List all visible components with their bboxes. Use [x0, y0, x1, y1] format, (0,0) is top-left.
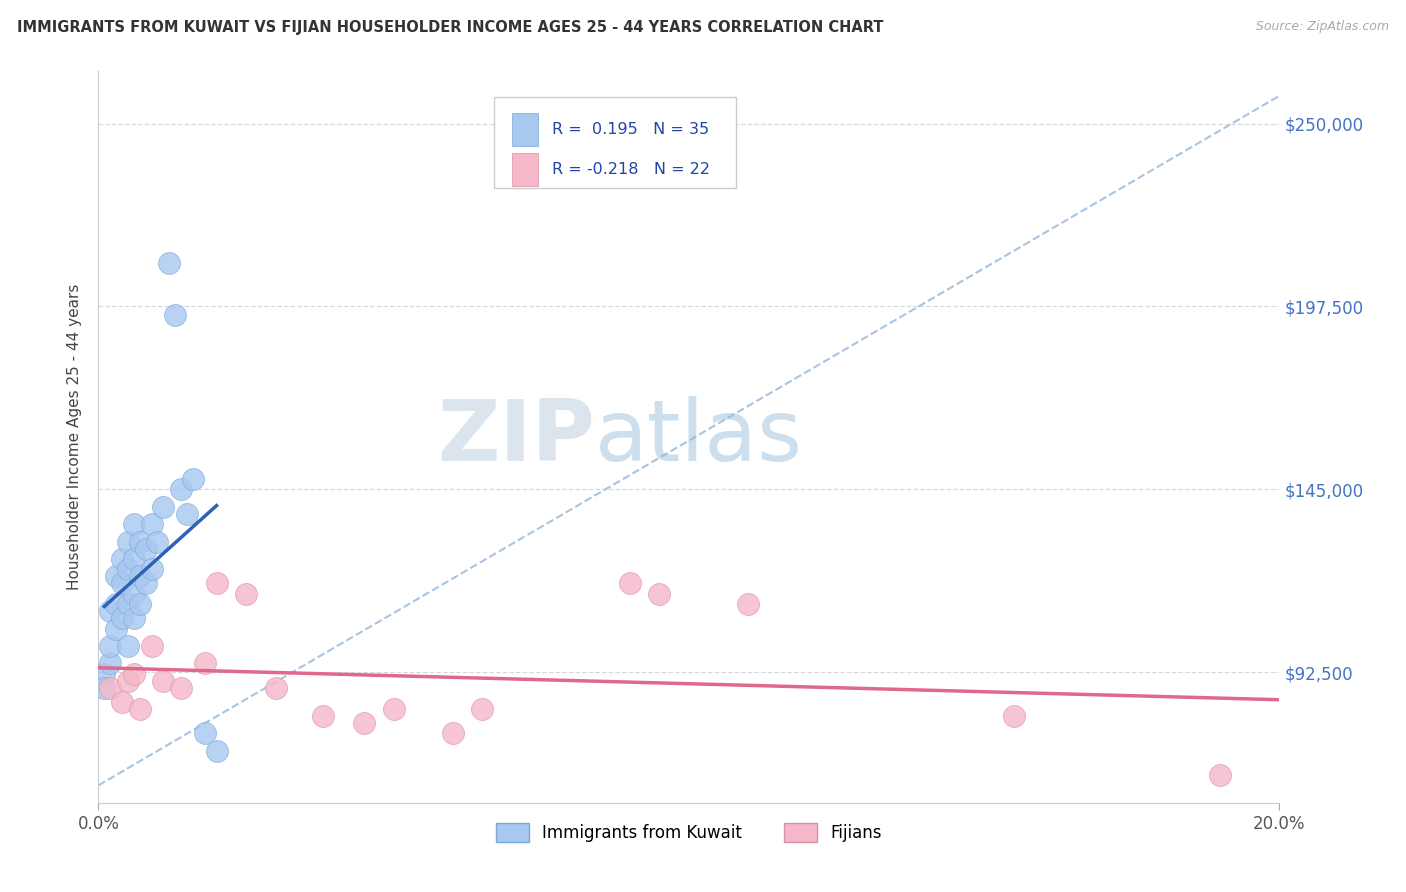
- Point: [141, 517, 163, 532]
- Bar: [512, 112, 537, 145]
- Point: [98, 657, 121, 671]
- Point: [111, 576, 134, 591]
- Point: [441, 726, 464, 740]
- Text: IMMIGRANTS FROM KUWAIT VS FIJIAN HOUSEHOLDER INCOME AGES 25 - 44 YEARS CORRELATI: IMMIGRANTS FROM KUWAIT VS FIJIAN HOUSEHO…: [17, 20, 883, 35]
- Y-axis label: Householder Income Ages 25 - 44 years: Householder Income Ages 25 - 44 years: [67, 284, 83, 591]
- Point: [648, 587, 671, 601]
- Bar: [512, 153, 537, 186]
- Point: [117, 534, 139, 549]
- Point: [128, 569, 150, 583]
- Point: [737, 597, 759, 611]
- Text: ZIP: ZIP: [437, 395, 595, 479]
- Point: [128, 597, 150, 611]
- Point: [1002, 708, 1025, 723]
- Text: atlas: atlas: [595, 395, 803, 479]
- Point: [122, 667, 145, 681]
- Text: R =  0.195   N = 35: R = 0.195 N = 35: [553, 121, 709, 136]
- Point: [117, 562, 139, 576]
- Point: [111, 552, 134, 566]
- FancyBboxPatch shape: [494, 97, 737, 188]
- Point: [152, 673, 174, 688]
- Point: [205, 743, 228, 757]
- Point: [1209, 768, 1232, 782]
- Point: [170, 483, 193, 497]
- Legend: Immigrants from Kuwait, Fijians: Immigrants from Kuwait, Fijians: [496, 822, 882, 842]
- Point: [117, 673, 139, 688]
- Point: [619, 576, 641, 591]
- Point: [235, 587, 257, 601]
- Point: [117, 639, 139, 653]
- Point: [122, 552, 145, 566]
- Point: [135, 576, 157, 591]
- Point: [181, 472, 204, 486]
- Point: [312, 708, 335, 723]
- Point: [264, 681, 287, 695]
- Point: [176, 507, 198, 521]
- Point: [117, 597, 139, 611]
- Point: [152, 500, 174, 514]
- Point: [382, 702, 405, 716]
- Point: [98, 639, 121, 653]
- Point: [128, 702, 150, 716]
- Point: [135, 541, 157, 556]
- Point: [141, 639, 163, 653]
- Point: [165, 308, 187, 322]
- Point: [146, 534, 169, 549]
- Point: [471, 702, 494, 716]
- Point: [122, 587, 145, 601]
- Point: [98, 604, 121, 618]
- Point: [105, 622, 128, 636]
- Point: [122, 517, 145, 532]
- Text: Source: ZipAtlas.com: Source: ZipAtlas.com: [1256, 20, 1389, 33]
- Point: [111, 611, 134, 625]
- Point: [194, 726, 217, 740]
- Point: [105, 569, 128, 583]
- Point: [141, 562, 163, 576]
- Point: [111, 695, 134, 709]
- Point: [122, 611, 145, 625]
- Point: [157, 256, 180, 270]
- Point: [105, 597, 128, 611]
- Text: R = -0.218   N = 22: R = -0.218 N = 22: [553, 162, 710, 178]
- Point: [170, 681, 193, 695]
- Point: [93, 681, 115, 695]
- Point: [353, 715, 375, 730]
- Point: [93, 667, 115, 681]
- Point: [194, 657, 217, 671]
- Point: [205, 576, 228, 591]
- Point: [128, 534, 150, 549]
- Point: [98, 681, 121, 695]
